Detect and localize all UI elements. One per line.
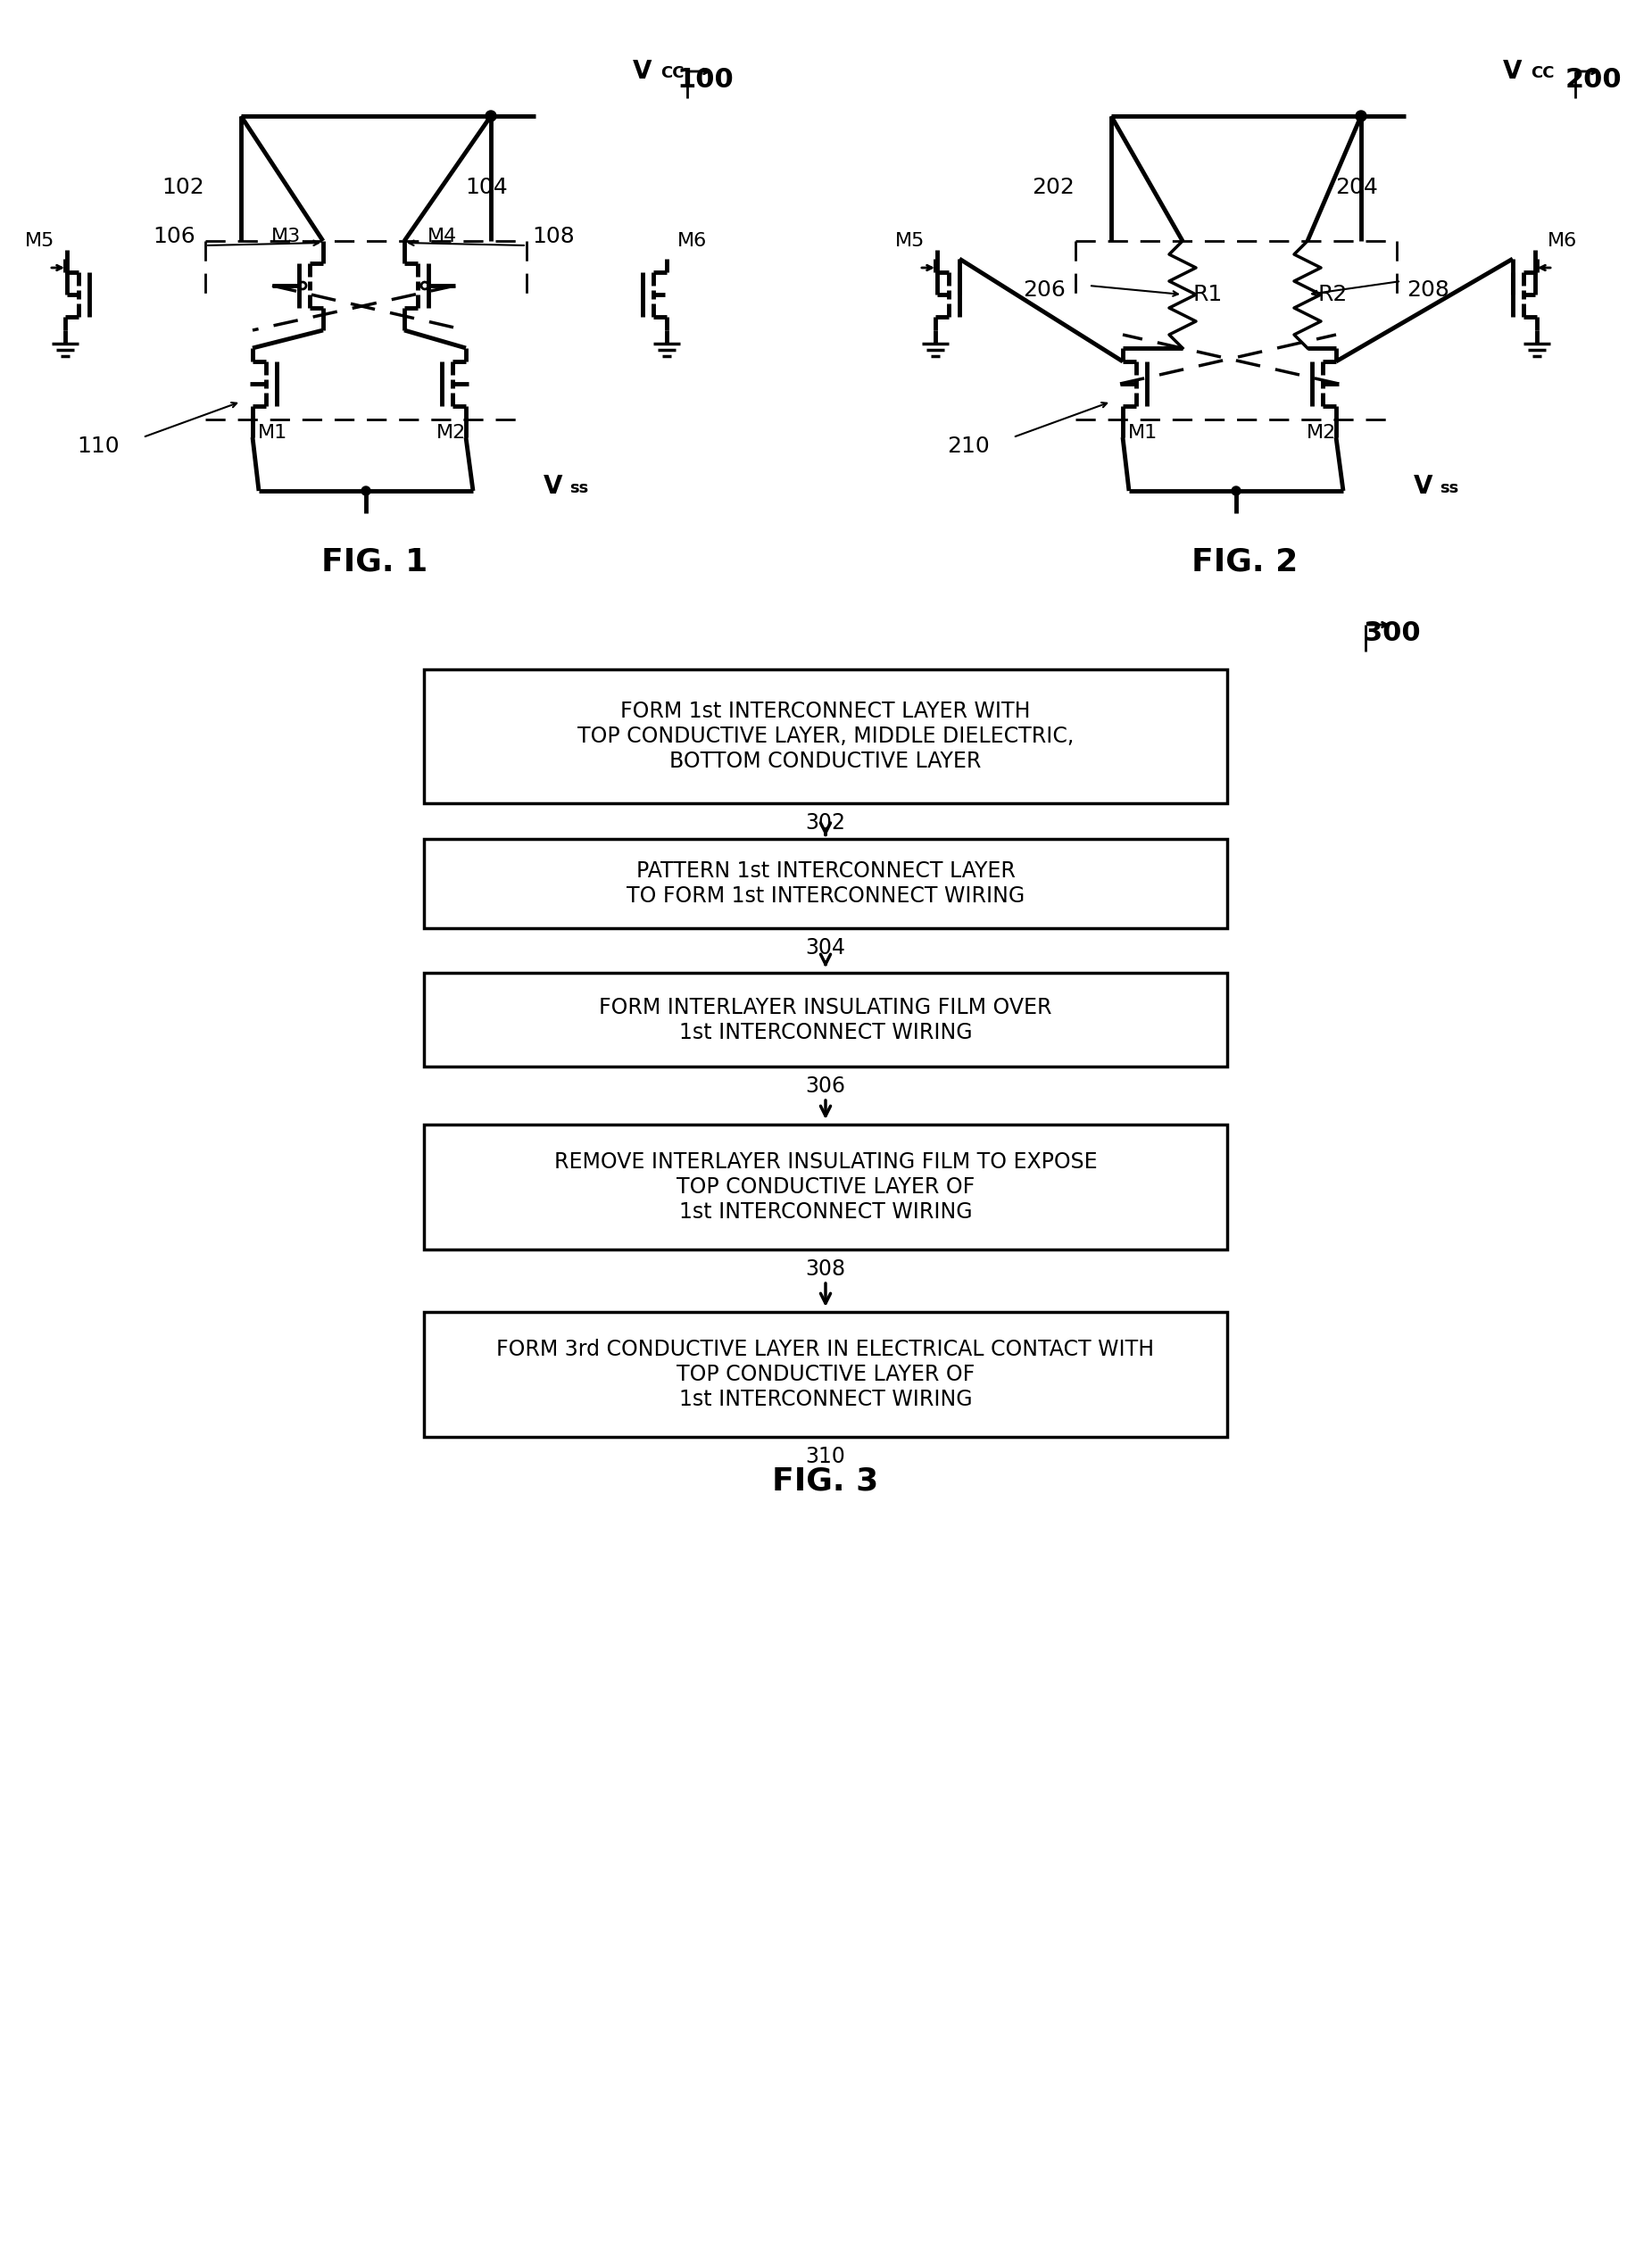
Text: M6: M6: [1546, 233, 1576, 251]
Circle shape: [486, 111, 496, 122]
Text: 210: 210: [947, 436, 990, 456]
Bar: [425, 840, 1227, 928]
Text: PATTERN 1st INTERCONNECT LAYER: PATTERN 1st INTERCONNECT LAYER: [636, 860, 1014, 883]
Circle shape: [1232, 485, 1241, 495]
Text: V: V: [544, 474, 563, 499]
Text: FORM 3rd CONDUCTIVE LAYER IN ELECTRICAL CONTACT WITH: FORM 3rd CONDUCTIVE LAYER IN ELECTRICAL …: [497, 1339, 1155, 1359]
Text: REMOVE INTERLAYER INSULATING FILM TO EXPOSE: REMOVE INTERLAYER INSULATING FILM TO EXP…: [553, 1152, 1097, 1172]
Text: 110: 110: [78, 436, 119, 456]
Text: 304: 304: [806, 937, 846, 960]
Text: CC: CC: [661, 65, 684, 81]
Text: 102: 102: [162, 176, 205, 199]
Text: TOP CONDUCTIVE LAYER, MIDDLE DIELECTRIC,: TOP CONDUCTIVE LAYER, MIDDLE DIELECTRIC,: [577, 725, 1074, 747]
Text: M4: M4: [426, 228, 456, 246]
Text: M6: M6: [677, 233, 707, 251]
Bar: [425, 1312, 1227, 1436]
Bar: [425, 668, 1227, 804]
Text: FIG. 1: FIG. 1: [322, 546, 428, 578]
Text: V: V: [633, 59, 653, 84]
Text: 310: 310: [806, 1445, 846, 1468]
Text: 306: 306: [806, 1075, 846, 1097]
Text: 208: 208: [1406, 280, 1449, 300]
Text: 300: 300: [1365, 621, 1421, 646]
Text: 104: 104: [466, 176, 507, 199]
Bar: [425, 1124, 1227, 1249]
Text: FORM 1st INTERCONNECT LAYER WITH: FORM 1st INTERCONNECT LAYER WITH: [621, 700, 1031, 723]
Text: 206: 206: [1023, 280, 1066, 300]
Text: 204: 204: [1335, 176, 1378, 199]
Text: TO FORM 1st INTERCONNECT WIRING: TO FORM 1st INTERCONNECT WIRING: [626, 885, 1024, 908]
Text: FIG. 2: FIG. 2: [1191, 546, 1298, 578]
Text: M1: M1: [1128, 425, 1156, 443]
Text: TOP CONDUCTIVE LAYER OF: TOP CONDUCTIVE LAYER OF: [676, 1364, 975, 1384]
Text: M5: M5: [25, 233, 55, 251]
Text: R2: R2: [1318, 285, 1348, 305]
Text: V: V: [1503, 59, 1523, 84]
Circle shape: [362, 485, 370, 495]
Text: M2: M2: [436, 425, 466, 443]
Text: M2: M2: [1307, 425, 1336, 443]
Bar: [425, 973, 1227, 1066]
Text: R1: R1: [1193, 285, 1222, 305]
Text: 106: 106: [152, 226, 195, 246]
Text: M5: M5: [895, 233, 925, 251]
Text: 108: 108: [532, 226, 575, 246]
Text: 202: 202: [1032, 176, 1074, 199]
Text: ss: ss: [570, 481, 588, 497]
Text: CC: CC: [1531, 65, 1555, 81]
Text: 1st INTERCONNECT WIRING: 1st INTERCONNECT WIRING: [679, 1021, 971, 1043]
Text: M3: M3: [271, 228, 301, 246]
Text: 302: 302: [806, 813, 846, 833]
Text: ss: ss: [1439, 481, 1459, 497]
Text: 308: 308: [806, 1258, 846, 1280]
Text: TOP CONDUCTIVE LAYER OF: TOP CONDUCTIVE LAYER OF: [676, 1176, 975, 1197]
Text: 1st INTERCONNECT WIRING: 1st INTERCONNECT WIRING: [679, 1201, 971, 1224]
Text: BOTTOM CONDUCTIVE LAYER: BOTTOM CONDUCTIVE LAYER: [669, 750, 981, 772]
Text: V: V: [1414, 474, 1434, 499]
Text: FORM INTERLAYER INSULATING FILM OVER: FORM INTERLAYER INSULATING FILM OVER: [600, 996, 1052, 1018]
Text: FIG. 3: FIG. 3: [773, 1465, 879, 1497]
Text: 1st INTERCONNECT WIRING: 1st INTERCONNECT WIRING: [679, 1389, 971, 1411]
Text: 100: 100: [677, 68, 733, 93]
Text: 200: 200: [1564, 68, 1622, 93]
Text: M1: M1: [258, 425, 287, 443]
Circle shape: [1356, 111, 1366, 122]
